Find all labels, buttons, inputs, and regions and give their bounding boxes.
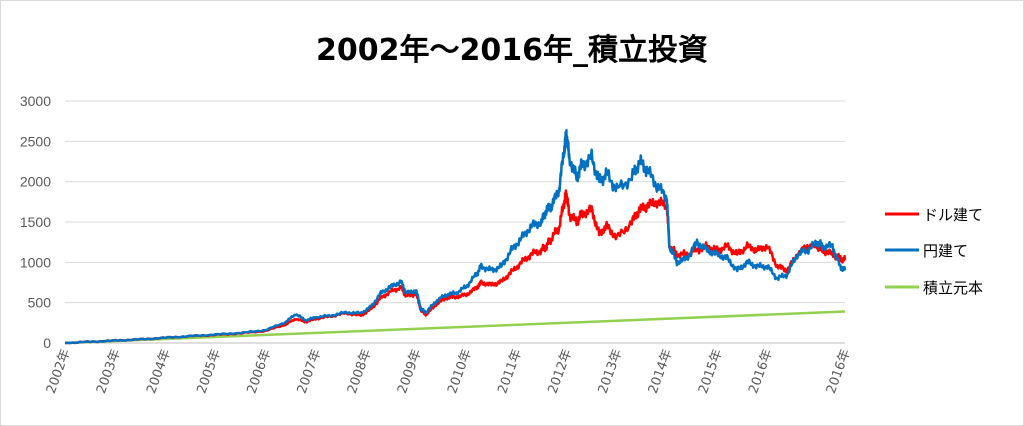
- x-tick-label: 2015年: [696, 347, 726, 395]
- x-tick-label: 2002年: [44, 347, 74, 395]
- x-tick-label: 2010年: [445, 347, 475, 395]
- x-tick-label: 2012年: [546, 347, 576, 395]
- x-tick-label: 2004年: [144, 347, 174, 395]
- series-lines: [64, 128, 847, 345]
- series-line: [64, 310, 846, 345]
- x-axis-ticks: 2002年 2003年 2004年 2005年 2006年 2007年 2008年 2009年…: [44, 347, 854, 395]
- x-tick-label: 2009年: [395, 347, 425, 395]
- gridlines: [65, 100, 845, 344]
- x-tick-label: 2013年: [596, 347, 626, 395]
- chart-title: 2002年～2016年_積立投資: [316, 33, 708, 68]
- y-tick-label: 3000: [20, 93, 51, 109]
- x-tick-label: 2007年: [295, 347, 325, 395]
- x-tick-label: 2014年: [646, 347, 676, 395]
- y-tick-label: 1000: [20, 254, 51, 270]
- x-tick-label: 2006年: [245, 347, 275, 395]
- x-tick-label: 2016年: [746, 347, 776, 395]
- y-tick-label: 1500: [20, 214, 51, 230]
- y-axis-ticks: 0 500 1000 1500 2000 2500 3000: [20, 93, 51, 351]
- series-line: [64, 128, 847, 345]
- series-line: [64, 189, 847, 345]
- x-tick-label: 2016年: [824, 347, 854, 395]
- legend-label: 積立元本: [923, 279, 983, 297]
- x-tick-label: 2011年: [495, 347, 525, 395]
- x-tick-label: 2003年: [94, 347, 124, 395]
- y-tick-label: 2500: [20, 133, 51, 149]
- y-tick-label: 500: [28, 295, 52, 311]
- legend-label: ドル建て: [923, 206, 983, 224]
- x-tick-label: 2008年: [345, 347, 375, 395]
- legend-label: 円建て: [923, 242, 968, 260]
- y-tick-label: 0: [43, 335, 51, 351]
- y-tick-label: 2000: [20, 174, 51, 190]
- x-tick-label: 2005年: [194, 347, 224, 395]
